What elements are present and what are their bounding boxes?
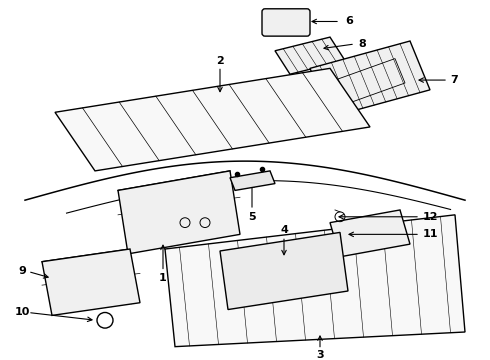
Text: 1: 1	[159, 273, 167, 283]
Text: 9: 9	[18, 266, 26, 276]
Text: 6: 6	[345, 17, 353, 27]
Polygon shape	[118, 171, 240, 254]
FancyBboxPatch shape	[262, 9, 310, 36]
Text: 8: 8	[358, 39, 366, 49]
Polygon shape	[310, 41, 430, 117]
Polygon shape	[42, 249, 140, 315]
Polygon shape	[220, 233, 348, 310]
Text: 5: 5	[248, 212, 256, 222]
Text: 2: 2	[216, 55, 224, 66]
Polygon shape	[230, 171, 275, 190]
Polygon shape	[330, 210, 410, 257]
Polygon shape	[55, 68, 370, 171]
Polygon shape	[275, 37, 345, 74]
Text: 3: 3	[316, 350, 324, 360]
Polygon shape	[165, 215, 465, 347]
Text: 11: 11	[423, 229, 439, 239]
Text: 10: 10	[14, 307, 30, 318]
Text: 7: 7	[450, 75, 458, 85]
Text: 12: 12	[423, 212, 439, 222]
Text: 4: 4	[280, 225, 288, 235]
